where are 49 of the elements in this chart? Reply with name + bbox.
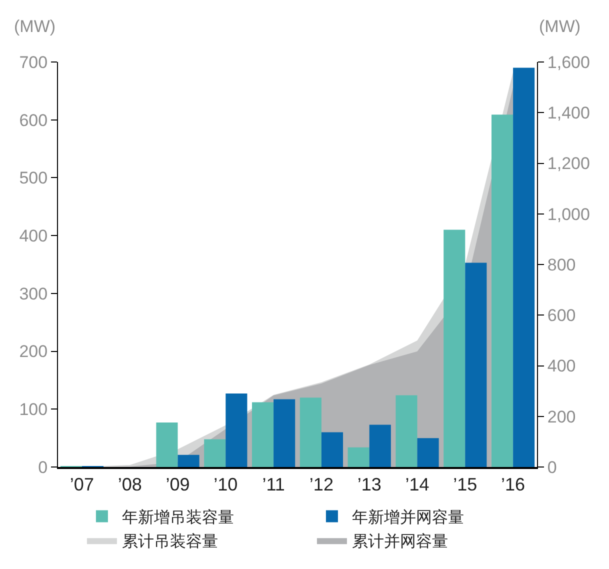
bar bbox=[396, 395, 418, 467]
y2-tick-label: 800 bbox=[547, 255, 576, 274]
x-tick-label: ’12 bbox=[309, 474, 334, 494]
y-tick-label: 600 bbox=[19, 110, 48, 130]
x-tick-label: ’16 bbox=[501, 474, 526, 494]
x-tick-label: ’15 bbox=[453, 474, 478, 494]
bar bbox=[444, 230, 466, 467]
bar bbox=[274, 399, 296, 467]
y-tick-label: 100 bbox=[19, 400, 48, 420]
bar bbox=[226, 394, 248, 467]
legend-label: 累计并网容量 bbox=[352, 532, 448, 550]
x-tick-label: ’13 bbox=[357, 474, 382, 494]
x-tick-label: ’07 bbox=[70, 474, 94, 494]
y-tick-label: 500 bbox=[19, 168, 48, 188]
bar bbox=[156, 422, 178, 467]
y2-tick-label: 1,000 bbox=[547, 204, 590, 224]
y-tick-label: 700 bbox=[19, 52, 48, 72]
y2-tick-label: 1,600 bbox=[547, 52, 590, 72]
x-tick-label: ’14 bbox=[405, 474, 430, 494]
bar bbox=[417, 438, 439, 467]
bar bbox=[178, 454, 200, 467]
x-tick-label: ’11 bbox=[262, 474, 285, 494]
bar bbox=[492, 114, 514, 467]
y2-tick-label: 0 bbox=[547, 458, 557, 477]
y-tick-label: 200 bbox=[19, 342, 48, 362]
x-tick-label: ’09 bbox=[166, 474, 190, 494]
y2-tick-label: 600 bbox=[547, 306, 576, 326]
y2-tick-label: 1,400 bbox=[547, 104, 590, 123]
y2-tick-label: 1,200 bbox=[547, 154, 590, 174]
x-tick-label: ’10 bbox=[214, 474, 238, 494]
legend-label: 年新增并网容量 bbox=[352, 508, 464, 527]
y2-tick-label: 200 bbox=[547, 407, 576, 426]
bar bbox=[252, 402, 274, 467]
y2-tick-label: 400 bbox=[547, 356, 576, 376]
bar bbox=[204, 439, 226, 467]
y-tick-label: 400 bbox=[19, 226, 48, 246]
bar bbox=[513, 68, 535, 467]
x-tick-label: ’08 bbox=[118, 474, 142, 494]
bar bbox=[321, 432, 344, 467]
y-axis-title: (MW) bbox=[14, 17, 56, 36]
bar bbox=[465, 262, 487, 467]
y-tick-label: 300 bbox=[19, 284, 48, 304]
bar bbox=[348, 447, 370, 467]
bar bbox=[369, 424, 391, 467]
y2-axis-title: (MW) bbox=[539, 17, 581, 36]
legend-label: 年新增吊装容量 bbox=[122, 508, 234, 527]
legend-label: 累计吊装容量 bbox=[122, 532, 218, 550]
bar bbox=[300, 398, 322, 467]
y-tick-label: 0 bbox=[38, 458, 48, 477]
